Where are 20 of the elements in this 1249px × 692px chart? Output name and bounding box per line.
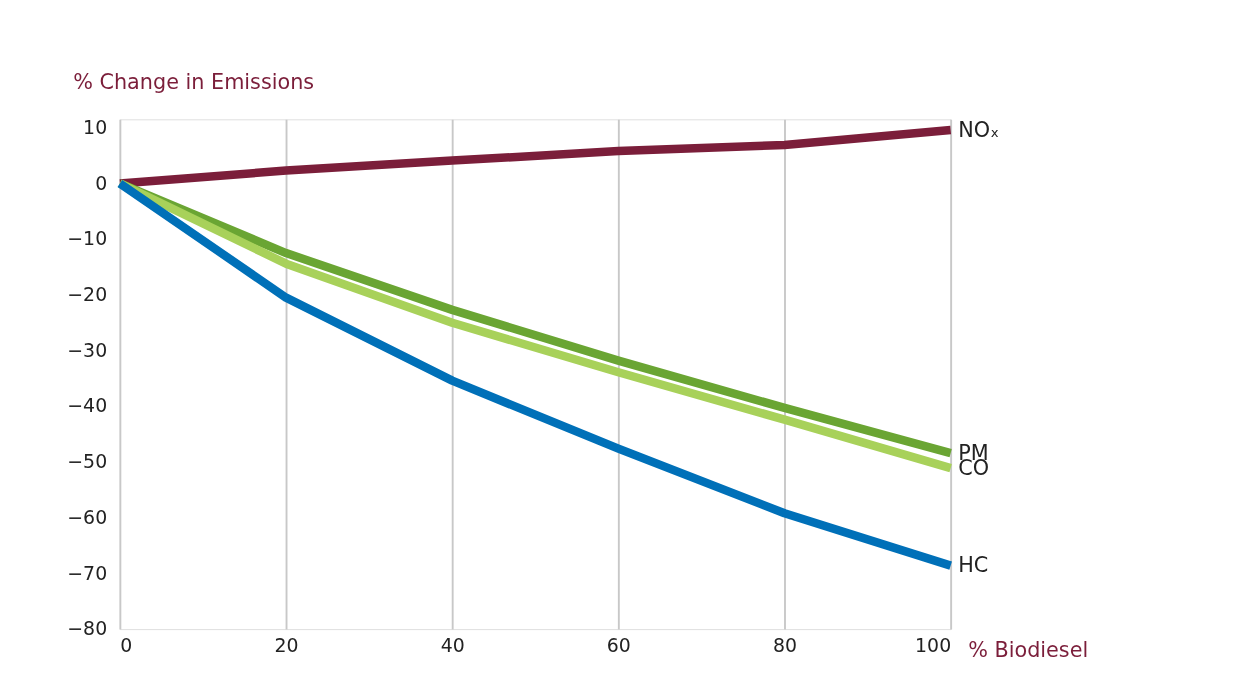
x-tick-label: 100 (915, 634, 952, 657)
y-tick-label: −70 (67, 561, 108, 584)
y-axis-title: % Change in Emissions (73, 69, 315, 94)
x-tick-label: 60 (606, 634, 631, 657)
y-tick-label: 0 (95, 171, 108, 194)
y-tick-label: −50 (67, 450, 108, 473)
x-tick-label: 80 (772, 634, 798, 657)
x-tick-label: 40 (440, 634, 465, 657)
series-label: HC (958, 553, 989, 578)
y-tick-label: −30 (67, 338, 108, 361)
y-tick-label: −10 (67, 227, 108, 250)
y-tick-label: −60 (67, 505, 108, 528)
y-tick-label: −40 (67, 394, 108, 417)
y-tick-label: 10 (83, 115, 108, 138)
y-tick-label: −20 (67, 282, 108, 305)
x-tick-label: 20 (274, 634, 299, 657)
x-axis-title: % Biodiesel (968, 637, 1089, 662)
series-label: NOₓ (958, 117, 1000, 142)
y-tick-label: −80 (67, 617, 108, 640)
x-tick-label: 0 (120, 634, 133, 657)
